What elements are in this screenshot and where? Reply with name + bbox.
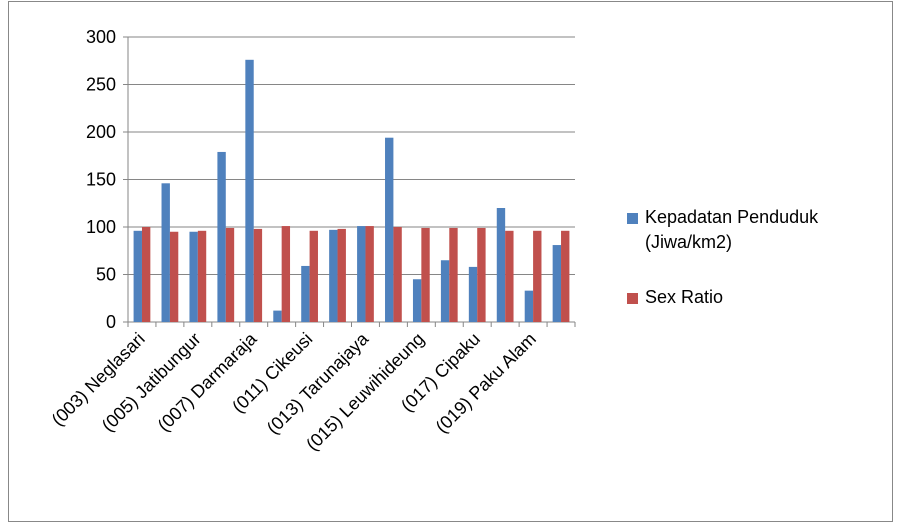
bar <box>533 230 542 322</box>
bar <box>385 137 394 322</box>
y-tick-label: 50 <box>96 265 116 285</box>
y-tick-label: 300 <box>86 27 116 47</box>
bar <box>245 59 254 323</box>
bar <box>365 226 374 322</box>
bar <box>281 226 291 322</box>
y-tick-label: 100 <box>86 217 116 237</box>
bar <box>161 183 170 322</box>
y-tick-label: 150 <box>86 170 116 190</box>
bar <box>561 230 570 322</box>
bar <box>393 227 402 322</box>
bar <box>189 231 198 322</box>
bar <box>357 226 366 322</box>
bar <box>468 266 478 322</box>
bar <box>496 208 506 322</box>
bar <box>273 310 282 322</box>
bar <box>141 227 151 322</box>
bar <box>449 227 458 322</box>
bar <box>133 230 142 322</box>
bar <box>477 227 486 322</box>
bar <box>301 265 310 322</box>
bar <box>552 245 562 322</box>
y-tick-label: 200 <box>86 122 116 142</box>
y-tick-label: 0 <box>106 312 116 332</box>
bar <box>440 260 450 322</box>
y-tick-label: 250 <box>86 75 116 95</box>
bar <box>524 290 534 322</box>
legend-swatch <box>627 293 638 304</box>
legend-label: Kepadatan Penduduk (Jiwa/km2) <box>645 207 819 252</box>
bar <box>337 228 346 322</box>
bar <box>309 230 318 322</box>
legend-label: Sex Ratio <box>645 287 724 307</box>
bar <box>329 229 338 322</box>
legend-swatch <box>627 213 638 224</box>
bar <box>225 227 235 322</box>
bar <box>217 151 226 322</box>
bar <box>412 279 422 322</box>
bar <box>253 228 263 322</box>
bar <box>169 231 179 322</box>
bar <box>505 230 514 322</box>
bar <box>197 230 207 322</box>
bar <box>421 227 430 322</box>
